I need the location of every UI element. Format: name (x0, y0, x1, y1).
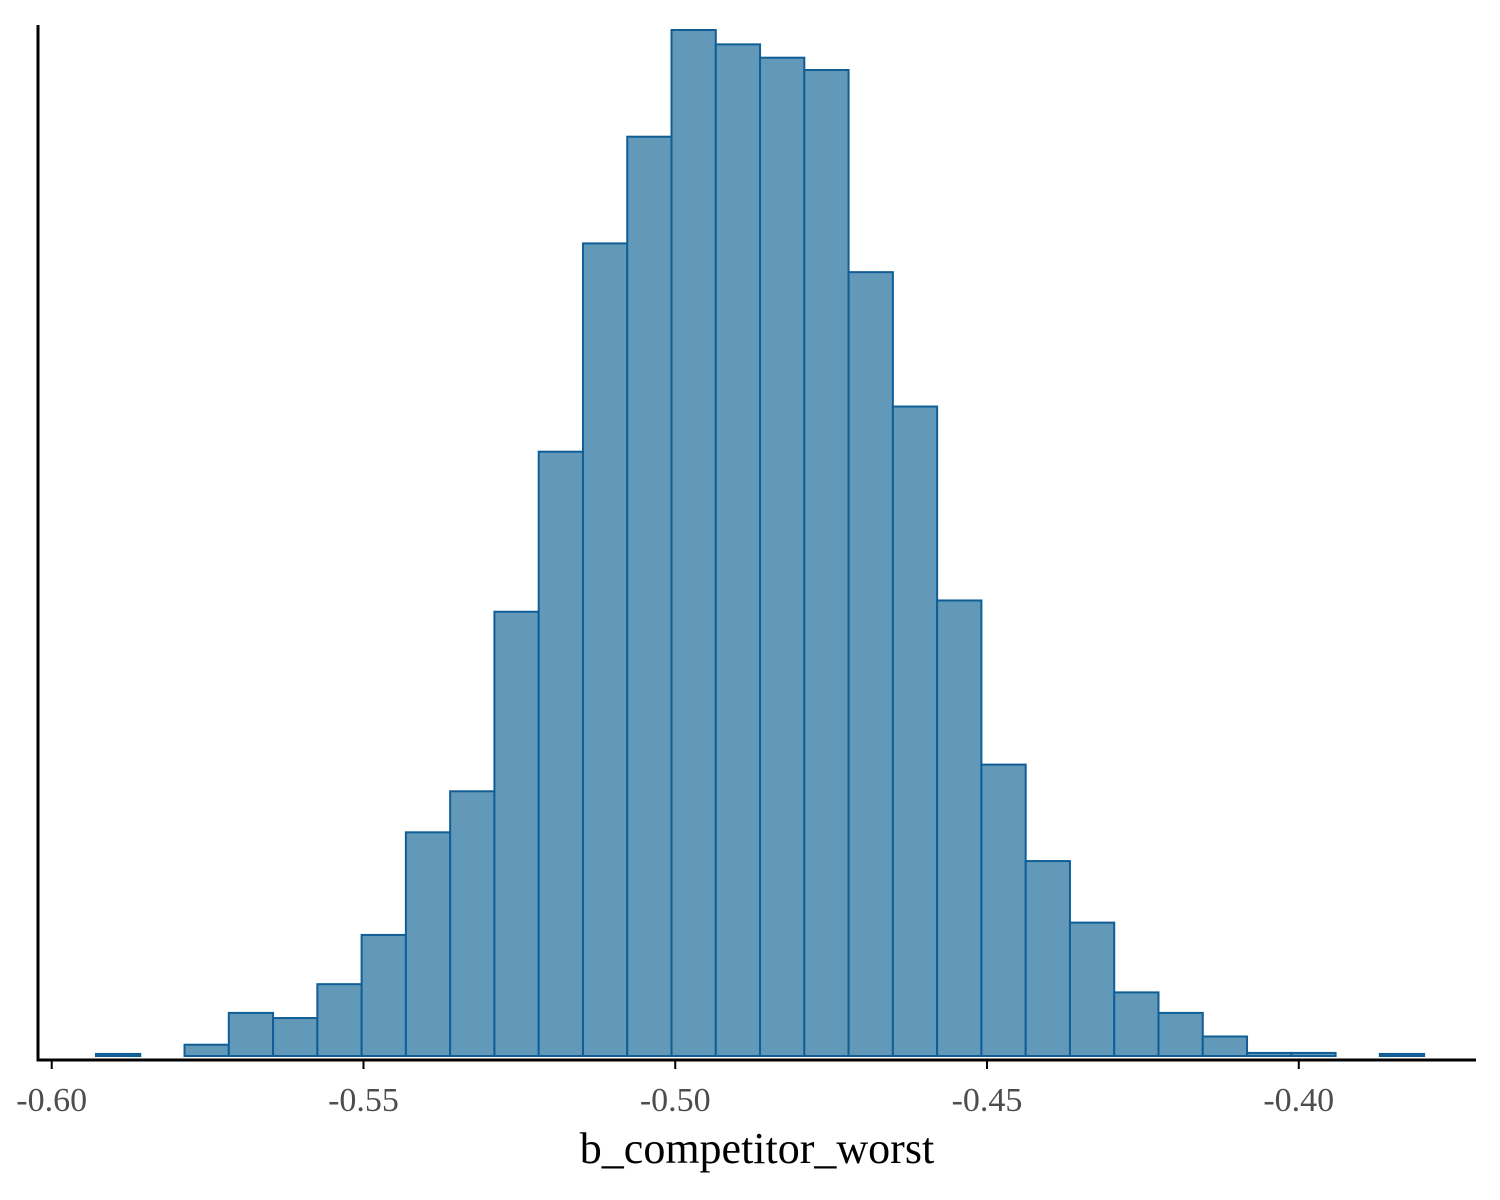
x-tick-label: -0.55 (328, 1082, 399, 1119)
x-axis-title: b_competitor_worst (580, 1124, 934, 1173)
histogram-bar (803, 69, 850, 1058)
histogram-bar (936, 599, 983, 1057)
histogram-bar (1068, 921, 1116, 1057)
x-tick-label: -0.60 (16, 1082, 87, 1119)
histogram-bar (493, 610, 540, 1057)
histogram-bar (1246, 1051, 1293, 1057)
x-tick-label: -0.40 (1263, 1082, 1334, 1119)
x-axis-ticks: -0.60 -0.55 -0.50 -0.45 -0.40 (16, 1060, 1334, 1119)
histogram-bar (272, 1017, 319, 1058)
histogram-bar (360, 933, 407, 1058)
histogram-bar (183, 1043, 230, 1057)
histogram-bar (581, 242, 629, 1057)
histogram-bar (1290, 1051, 1337, 1057)
histogram-bar (1157, 1011, 1204, 1058)
histogram-bar (1378, 1052, 1426, 1057)
histogram-bar (847, 271, 894, 1057)
histogram-bar (670, 29, 717, 1057)
histogram-bar (759, 56, 806, 1057)
histogram-bar (449, 790, 496, 1057)
histogram-bar (316, 983, 363, 1057)
x-tick-label: -0.45 (952, 1082, 1023, 1119)
histogram-bar (227, 1011, 275, 1058)
histogram-bars (94, 29, 1426, 1058)
histogram-bar (1201, 1035, 1249, 1057)
histogram-bar (94, 1052, 142, 1057)
histogram-bar (1113, 991, 1160, 1057)
histogram-bar (1024, 860, 1071, 1057)
histogram-bar (891, 405, 939, 1057)
x-tick-label: -0.50 (640, 1082, 711, 1119)
histogram-bar (626, 135, 673, 1058)
histogram-bar (537, 450, 584, 1058)
histogram-bar (980, 763, 1027, 1058)
histogram-bar (714, 43, 762, 1057)
histogram-bar (404, 831, 452, 1057)
